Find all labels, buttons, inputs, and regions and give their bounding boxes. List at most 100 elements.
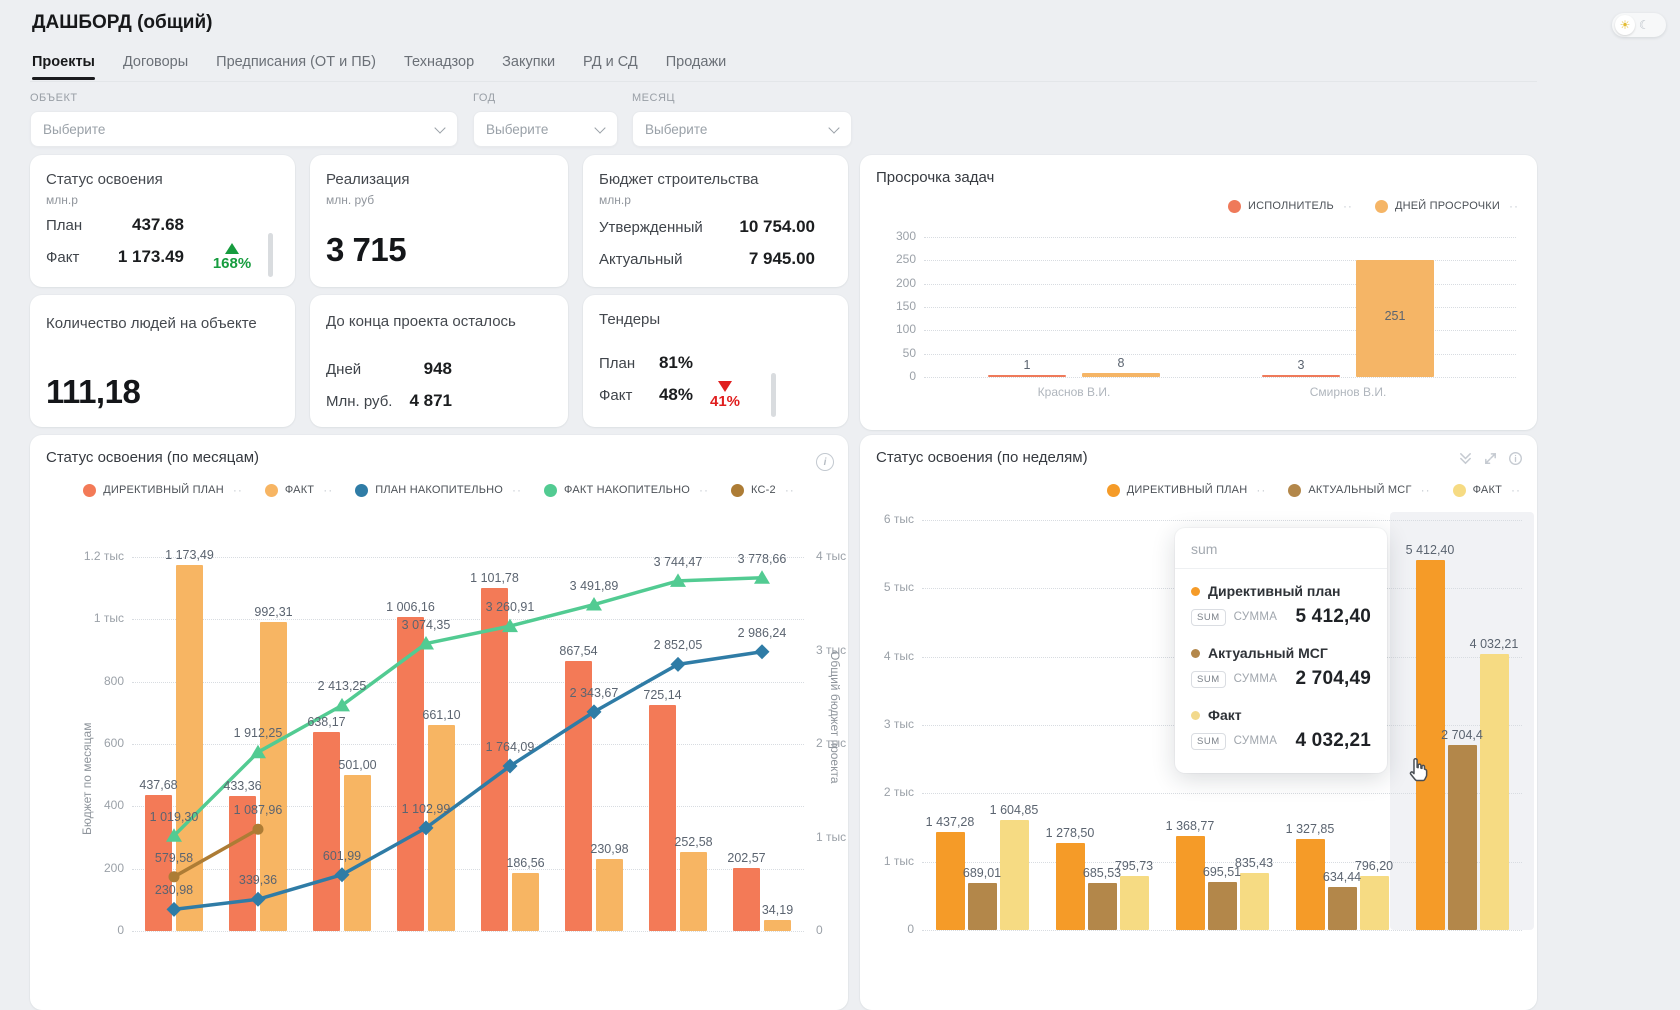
bar-directive-plan[interactable] bbox=[1295, 839, 1325, 930]
marker-ks-2-circle-icon[interactable] bbox=[252, 823, 264, 835]
legend-item-directive-plan[interactable]: ДИРЕКТИВНЫЙ ПЛАН ·· bbox=[83, 483, 243, 497]
legend-menu-dots-icon[interactable]: ·· bbox=[1256, 483, 1267, 497]
line-ks-2[interactable] bbox=[172, 827, 260, 879]
fullscreen-icon[interactable] bbox=[1483, 451, 1498, 466]
marker-ks-2-circle-icon[interactable] bbox=[168, 871, 180, 883]
marker-plan-cumulative-diamond-icon[interactable] bbox=[586, 704, 602, 720]
marker-fact-cumulative-triangle-icon[interactable] bbox=[334, 697, 350, 712]
bar-actual-msg[interactable] bbox=[1207, 882, 1237, 930]
bar-directive-plan[interactable] bbox=[229, 795, 256, 931]
moon-icon: ☾ bbox=[1639, 18, 1650, 32]
line-plan-cumulative[interactable] bbox=[172, 650, 764, 912]
card-scrollbar[interactable] bbox=[771, 373, 776, 417]
legend-item-executor[interactable]: ИСПОЛНИТЕЛЬ ·· bbox=[1227, 199, 1353, 213]
filter-select-year[interactable]: Выберите bbox=[473, 111, 618, 147]
bar-fact[interactable] bbox=[596, 859, 623, 931]
filter-select-object[interactable]: Выберите bbox=[30, 111, 458, 147]
bar-directive-plan[interactable] bbox=[565, 660, 592, 931]
bar-directive-plan[interactable] bbox=[649, 705, 676, 931]
bar-directive-plan[interactable] bbox=[733, 867, 760, 931]
marker-plan-cumulative-diamond-icon[interactable] bbox=[670, 656, 686, 672]
legend-menu-dots-icon[interactable]: ·· bbox=[1511, 483, 1521, 497]
bar-fact[interactable] bbox=[764, 920, 791, 931]
legend-item-fact[interactable]: ФАКТ ·· bbox=[264, 483, 334, 497]
theme-toggle[interactable]: ☀ ☾ bbox=[1612, 13, 1666, 37]
legend-item-directive-plan[interactable]: ДИРЕКТИВНЫЙ ПЛАН ·· bbox=[1106, 483, 1267, 497]
marker-fact-cumulative-triangle-icon[interactable] bbox=[586, 597, 602, 611]
bar-fact[interactable] bbox=[260, 621, 287, 931]
tab-4[interactable]: Технадзор bbox=[403, 54, 475, 70]
legend-item-fact-cumulative[interactable]: ФАКТ НАКОПИТЕЛЬНО ·· bbox=[544, 483, 709, 497]
tab-2[interactable]: Договоры bbox=[122, 54, 189, 70]
bar-value-label: 661,10 bbox=[422, 707, 461, 722]
bar-value-label: 992,31 bbox=[254, 604, 293, 619]
legend-item-actual-msg[interactable]: АКТУАЛЬНЫЙ МСГ ·· bbox=[1288, 483, 1430, 497]
bar-fact[interactable] bbox=[1359, 875, 1389, 930]
marker-plan-cumulative-diamond-icon[interactable] bbox=[166, 901, 182, 917]
legend-menu-dots-icon[interactable]: ·· bbox=[1509, 199, 1519, 213]
bar-directive-plan[interactable] bbox=[935, 831, 965, 930]
bar-fact[interactable] bbox=[512, 872, 539, 931]
legend-menu-dots-icon[interactable]: ·· bbox=[232, 483, 243, 497]
legend-dot-icon bbox=[1374, 199, 1388, 213]
bar-fact[interactable] bbox=[1239, 872, 1269, 930]
legend-menu-dots-icon[interactable]: ·· bbox=[699, 483, 709, 497]
bar-fact[interactable] bbox=[1479, 654, 1509, 930]
legend-item-plan-cumulative[interactable]: ПЛАН НАКОПИТЕЛЬНО ·· bbox=[355, 483, 522, 497]
marker-plan-cumulative-diamond-icon[interactable] bbox=[754, 644, 770, 660]
info-icon[interactable] bbox=[1508, 451, 1523, 466]
marker-plan-cumulative-diamond-icon[interactable] bbox=[250, 891, 266, 907]
x-axis-label: Краснов В.И. bbox=[1037, 385, 1111, 399]
tab-5[interactable]: Закупки bbox=[502, 54, 556, 70]
marker-plan-cumulative-diamond-icon[interactable] bbox=[502, 758, 518, 774]
legend-menu-dots-icon[interactable]: ·· bbox=[1342, 199, 1353, 213]
filter-label-month: МЕСЯЦ bbox=[632, 92, 676, 104]
bar-executor[interactable] bbox=[988, 374, 1066, 377]
bar-executor[interactable] bbox=[1262, 374, 1340, 377]
marker-fact-cumulative-triangle-icon[interactable] bbox=[502, 618, 518, 633]
legend-menu-dots-icon[interactable]: ·· bbox=[512, 483, 523, 497]
tab-6[interactable]: РД и СД bbox=[583, 54, 638, 70]
bar-actual-msg[interactable] bbox=[1327, 886, 1357, 930]
marker-plan-cumulative-diamond-icon[interactable] bbox=[334, 867, 350, 883]
tab-1[interactable]: Проекты bbox=[32, 54, 95, 80]
tab-3[interactable]: Предписания (ОТ и ПБ) bbox=[216, 54, 376, 70]
bar-overdue-days[interactable] bbox=[1356, 259, 1434, 377]
legend-menu-dots-icon[interactable]: ·· bbox=[784, 483, 795, 497]
legend-item-fact[interactable]: ФАКТ ·· bbox=[1452, 483, 1521, 497]
legend-menu-dots-icon[interactable]: ·· bbox=[1420, 483, 1431, 497]
bar-directive-plan[interactable] bbox=[1415, 560, 1445, 930]
bar-fact[interactable] bbox=[344, 774, 371, 931]
marker-fact-cumulative-triangle-icon[interactable] bbox=[250, 744, 266, 759]
legend-menu-dots-icon[interactable]: ·· bbox=[323, 483, 334, 497]
bar-directive-plan[interactable] bbox=[397, 617, 424, 931]
filter-select-month[interactable]: Выберите bbox=[632, 111, 852, 147]
bar-actual-msg[interactable] bbox=[967, 882, 997, 930]
bar-directive-plan[interactable] bbox=[481, 587, 508, 931]
bar-fact[interactable] bbox=[680, 852, 707, 931]
line-fact-cumulative[interactable] bbox=[172, 575, 764, 838]
bar-fact[interactable] bbox=[999, 820, 1029, 930]
info-icon[interactable]: i bbox=[816, 453, 834, 471]
bar-actual-msg[interactable] bbox=[1447, 745, 1477, 930]
collapse-icon[interactable] bbox=[1458, 451, 1473, 466]
marker-fact-cumulative-triangle-icon[interactable] bbox=[670, 573, 686, 587]
bar-overdue-days[interactable] bbox=[1082, 373, 1160, 377]
bar-directive-plan[interactable] bbox=[145, 794, 172, 931]
bar-actual-msg[interactable] bbox=[1087, 883, 1117, 930]
marker-fact-cumulative-triangle-icon[interactable] bbox=[754, 570, 770, 584]
bar-directive-plan[interactable] bbox=[1175, 836, 1205, 930]
marker-fact-cumulative-triangle-icon[interactable] bbox=[418, 636, 434, 650]
marker-fact-cumulative-triangle-icon[interactable] bbox=[166, 828, 182, 842]
legend-item-overdue-days[interactable]: ДНЕЙ ПРОСРОЧКИ ·· bbox=[1374, 199, 1519, 213]
tab-7[interactable]: Продажи bbox=[665, 54, 727, 70]
bar-directive-plan[interactable] bbox=[313, 732, 340, 931]
page-title: ДАШБОРД (общий) bbox=[32, 12, 213, 33]
card-scrollbar[interactable] bbox=[268, 233, 273, 277]
bar-directive-plan[interactable] bbox=[1055, 842, 1085, 930]
marker-plan-cumulative-diamond-icon[interactable] bbox=[418, 820, 434, 836]
bar-value-label: 433,36 bbox=[223, 778, 262, 793]
legend-item-ks-2[interactable]: КС-2 ·· bbox=[731, 483, 795, 497]
bar-fact[interactable] bbox=[1119, 875, 1149, 930]
light-mode-button[interactable]: ☀ bbox=[1615, 15, 1635, 35]
